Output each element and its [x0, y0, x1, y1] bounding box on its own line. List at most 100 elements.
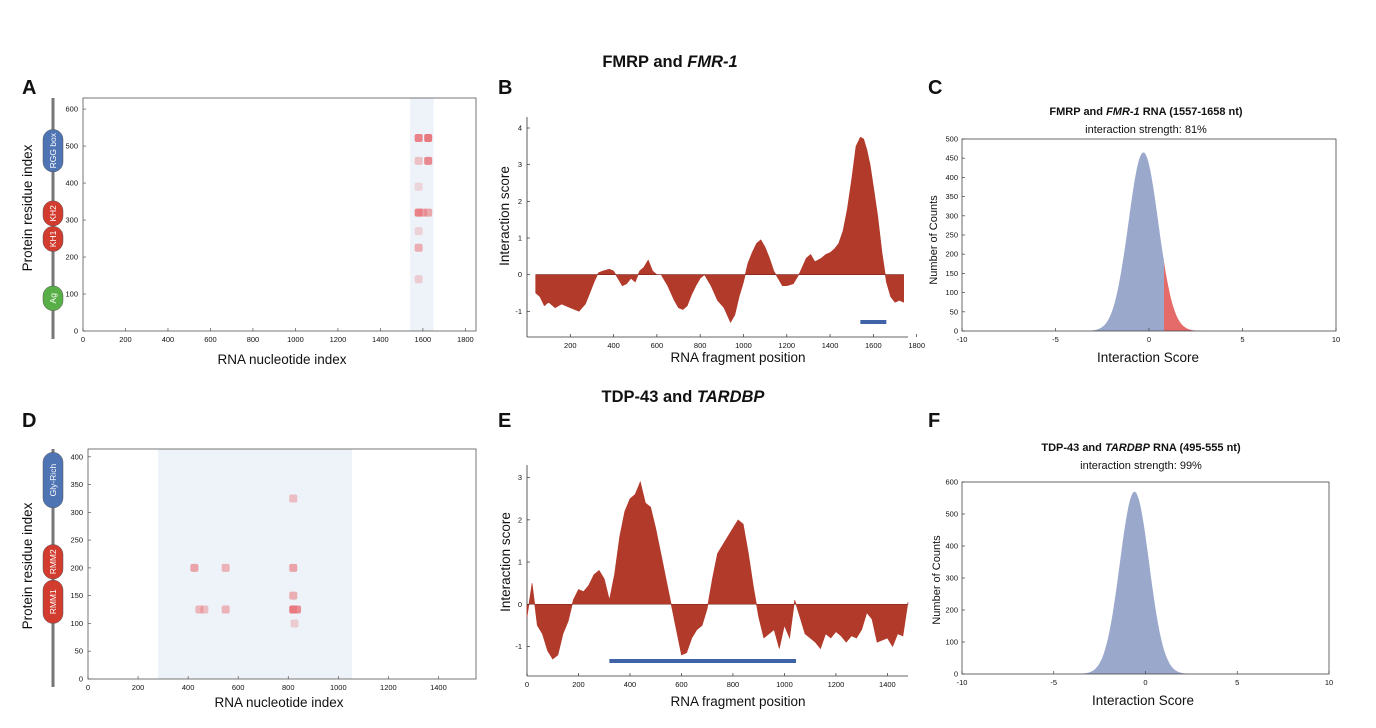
hist-f-xlabel: Interaction Score: [1092, 693, 1194, 708]
interaction-spot: [424, 156, 433, 165]
y-tick-label: 300: [65, 216, 78, 225]
y-tick-label: 4: [518, 124, 522, 133]
x-tick-label: 200: [564, 341, 577, 350]
interaction-spot: [414, 133, 423, 142]
profile-e-ylabel: Interaction score: [498, 512, 513, 612]
interaction-spot: [414, 156, 423, 165]
y-tick-label: 1: [518, 558, 522, 567]
interaction-spot: [414, 182, 423, 191]
hist-c-header: FMRP and FMR-1 RNA (1557-1658 nt): [1049, 106, 1242, 118]
y-tick-label: 500: [945, 510, 958, 519]
y-tick-label: 200: [65, 253, 78, 262]
y-tick-label: 100: [65, 290, 78, 299]
ag-domain-icon: [42, 285, 64, 311]
y-tick-label: 0: [954, 327, 958, 336]
x-tick-label: 1800: [908, 341, 925, 350]
panel-label-b: B: [498, 77, 512, 99]
y-tick-label: 300: [945, 574, 958, 583]
y-tick-label: 500: [945, 135, 958, 144]
interaction-spot: [414, 243, 423, 252]
y-tick-label: 0: [518, 600, 522, 609]
domain-label: Gly-Rich: [48, 464, 58, 497]
profile-b-ylabel: Interaction score: [497, 166, 512, 266]
y-tick-label: 400: [65, 179, 78, 188]
hist-c-ylabel: Number of Counts: [928, 195, 940, 285]
kh1-domain-icon: [42, 226, 64, 252]
x-tick-label: 1000: [776, 680, 793, 689]
y-tick-label: 0: [518, 270, 522, 279]
interaction-spot: [289, 591, 298, 600]
x-tick-label: 1400: [372, 335, 389, 344]
x-tick-label: 200: [572, 680, 585, 689]
gly-rich-domain-icon: [42, 452, 64, 509]
y-tick-label: 300: [945, 211, 958, 220]
interaction-score-area: [526, 480, 909, 660]
heatmap-d-xlabel: RNA nucleotide index: [214, 695, 343, 710]
y-tick-label: 200: [945, 250, 958, 259]
y-tick-label: 250: [945, 231, 958, 240]
interaction-spot: [289, 563, 298, 572]
interaction-spot: [200, 605, 209, 614]
y-tick-label: 100: [70, 619, 83, 628]
domain-label: RMM2: [48, 549, 58, 574]
rrm1-domain-icon: [42, 579, 64, 624]
heatmap-a-ylabel: Protein residue index: [20, 144, 35, 271]
x-tick-label: 400: [624, 680, 637, 689]
interaction-spot: [290, 619, 299, 628]
y-tick-label: 2: [518, 197, 522, 206]
y-tick-label: 150: [945, 269, 958, 278]
panel-label-e: E: [498, 410, 511, 432]
domain-label: RGG box: [48, 132, 58, 168]
x-tick-label: 1200: [380, 683, 397, 692]
y-tick-label: -1: [515, 642, 522, 651]
x-tick-label: 0: [1147, 335, 1151, 344]
x-tick-label: -10: [957, 678, 968, 687]
x-tick-label: 600: [675, 680, 688, 689]
y-tick-label: 3: [518, 160, 522, 169]
x-tick-label: 200: [132, 683, 145, 692]
x-tick-label: -5: [1052, 335, 1059, 344]
x-tick-label: 10: [1332, 335, 1340, 344]
interaction-spot: [293, 605, 302, 614]
panel-label-f: F: [928, 410, 940, 432]
profile-e-xlabel: RNA fragment position: [670, 694, 805, 709]
y-tick-label: 1: [518, 234, 522, 243]
interaction-spot: [221, 563, 230, 572]
x-tick-label: 1800: [457, 335, 474, 344]
interaction-spot: [221, 605, 230, 614]
y-tick-label: 200: [945, 606, 958, 615]
y-tick-label: 2: [518, 515, 522, 524]
rrm2-domain-icon: [42, 544, 64, 580]
x-tick-label: 1600: [415, 335, 432, 344]
profile-panel-e: 0 200 400 600 800 1000 1200 1400 -1 0 1 2 3: [515, 465, 909, 689]
domain-label: Ag: [48, 293, 58, 304]
heatmap-a-xlabel: RNA nucleotide index: [217, 352, 346, 367]
x-tick-label: 1400: [879, 680, 896, 689]
x-tick-label: 1600: [865, 341, 882, 350]
interaction-spot: [414, 275, 423, 284]
x-tick-label: 5: [1240, 335, 1244, 344]
x-tick-label: 800: [282, 683, 295, 692]
x-tick-label: -10: [957, 335, 968, 344]
row-title-fmrp: FMRP and FMR-1: [602, 53, 737, 71]
y-tick-label: 150: [70, 591, 83, 600]
x-tick-label: 1000: [330, 683, 347, 692]
x-tick-label: 1200: [330, 335, 347, 344]
panel-label-d: D: [22, 410, 36, 432]
y-tick-label: 50: [950, 307, 958, 316]
hist-c-subheader: interaction strength: 81%: [1085, 124, 1207, 136]
x-tick-label: 0: [1143, 678, 1147, 687]
x-tick-label: 0: [81, 335, 85, 344]
panel-label-c: C: [928, 77, 942, 99]
x-tick-label: -5: [1050, 678, 1057, 687]
domain-label: KH2: [48, 205, 58, 222]
interaction-score-area: [535, 136, 905, 323]
kh2-domain-icon: [42, 200, 64, 227]
y-tick-label: 450: [945, 154, 958, 163]
y-tick-label: 100: [945, 288, 958, 297]
x-tick-label: 10: [1325, 678, 1333, 687]
x-tick-label: 400: [607, 341, 620, 350]
interaction-spot: [190, 563, 199, 572]
